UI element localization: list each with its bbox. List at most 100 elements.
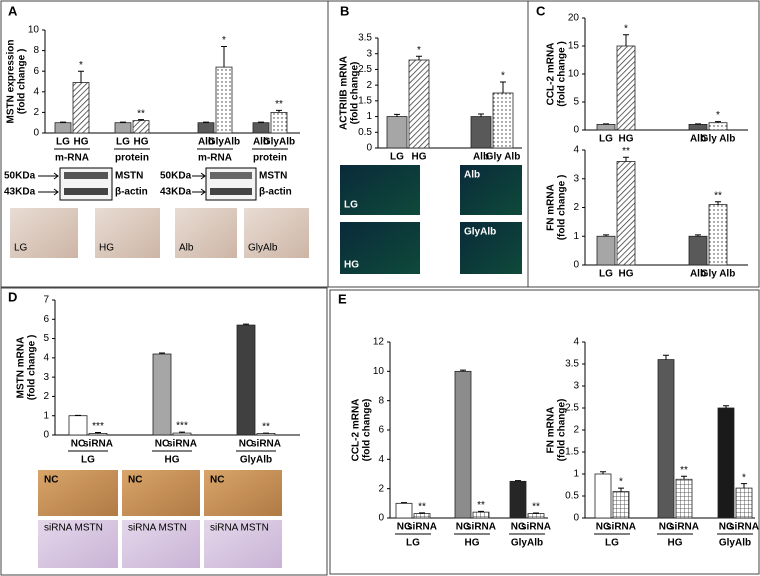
error-bar xyxy=(416,55,422,60)
error-bar xyxy=(258,121,264,123)
x-tick-label: LG xyxy=(390,152,404,163)
group-label: LG xyxy=(81,455,95,466)
group-label: LG xyxy=(605,538,619,549)
bar xyxy=(256,433,276,436)
y-tick-label: 12 xyxy=(373,337,385,348)
y-tick-label: 0 xyxy=(573,125,579,136)
error-bar xyxy=(600,471,606,474)
error-bar xyxy=(681,475,687,480)
panel-letter: B xyxy=(340,3,349,18)
blot-marker: 43KDa xyxy=(4,187,36,198)
error-bar xyxy=(120,121,126,123)
image-label: LG xyxy=(14,243,28,254)
x-tick-label: HG xyxy=(134,137,149,148)
group-label: protein xyxy=(115,153,149,164)
significance: * xyxy=(417,45,421,56)
bar xyxy=(616,161,636,266)
image-label: GlyAlb xyxy=(248,243,278,254)
bar xyxy=(657,359,675,519)
group-label: HG xyxy=(165,455,180,466)
significance: * xyxy=(624,23,628,34)
y-axis-label: CCL-2 mRNA xyxy=(546,43,557,106)
error-bar xyxy=(623,34,629,46)
error-bar xyxy=(715,121,721,123)
image-label: NC xyxy=(210,475,224,486)
error-bar xyxy=(243,323,249,326)
bar xyxy=(596,124,616,131)
x-tick-label: Alb xyxy=(473,152,489,163)
bar xyxy=(454,370,472,519)
x-tick-label: LG xyxy=(599,134,613,145)
y-axis-label: (fold change) xyxy=(362,399,373,462)
error-bar xyxy=(221,45,227,68)
y-tick-label: 2 xyxy=(378,483,384,494)
significance: * xyxy=(716,110,720,121)
image-label: NC xyxy=(128,475,142,486)
significance: * xyxy=(501,71,505,82)
bar xyxy=(172,432,192,436)
error-bar xyxy=(723,405,729,408)
significance: * xyxy=(79,60,83,71)
y-tick-label: 3.5 xyxy=(565,359,579,370)
y-axis-label: CCL-2 mRNA xyxy=(351,399,362,462)
y-tick-label: 0.5 xyxy=(565,491,579,502)
bar xyxy=(509,480,527,519)
y-tick-label: 3 xyxy=(573,381,579,392)
group-label: GlyAlb xyxy=(511,538,543,549)
y-tick-label: 2 xyxy=(573,202,579,213)
blot-protein: β-actin xyxy=(115,187,148,198)
bar xyxy=(197,122,215,134)
significance: * xyxy=(742,472,746,483)
y-tick-label: 1 xyxy=(366,111,372,122)
image-label: Alb xyxy=(179,243,194,254)
y-tick-label: 10 xyxy=(28,25,40,36)
y-axis-label: (fold change) xyxy=(350,62,361,125)
x-tick-label: LG xyxy=(56,137,70,148)
x-tick-label: Alb xyxy=(690,134,706,145)
significance: *** xyxy=(176,421,188,432)
y-tick-label: 2.5 xyxy=(565,403,579,414)
panel-letter: E xyxy=(338,291,347,306)
y-tick-label: 1 xyxy=(573,231,579,242)
group-label: m-RNA xyxy=(198,153,232,164)
bar xyxy=(114,122,132,134)
bar xyxy=(735,487,753,519)
x-tick-label: HG xyxy=(74,137,89,148)
bar xyxy=(688,235,708,266)
y-tick-label: 10 xyxy=(568,69,580,80)
significance: ** xyxy=(137,108,145,119)
error-bar xyxy=(603,123,609,125)
image-label: HG xyxy=(344,260,359,271)
error-bar xyxy=(695,234,701,237)
image-label: LG xyxy=(344,200,358,211)
x-tick-label: HG xyxy=(619,269,634,280)
error-bar xyxy=(715,201,721,205)
y-tick-label: 4 xyxy=(573,145,579,156)
blot-marker: 43KDa xyxy=(160,187,192,198)
y-tick-label: 0 xyxy=(43,430,49,441)
x-tick-label: NC xyxy=(659,522,673,533)
y-tick-label: 0 xyxy=(573,260,579,271)
y-axis-label: FN mRNA xyxy=(546,407,557,454)
error-bar xyxy=(60,121,66,123)
bar xyxy=(88,433,108,436)
x-tick-label: NC xyxy=(71,439,85,450)
x-tick-label: siRNA xyxy=(729,522,759,533)
significance: * xyxy=(619,477,623,488)
group-label: LG xyxy=(406,538,420,549)
significance: ** xyxy=(714,190,722,201)
error-bar xyxy=(394,113,400,117)
bar xyxy=(675,478,693,519)
error-bar xyxy=(603,234,609,237)
y-tick-label: 6 xyxy=(43,314,49,325)
x-tick-label: siRNA xyxy=(521,522,551,533)
x-tick-label: LG xyxy=(116,137,130,148)
group-label: protein xyxy=(253,153,287,164)
bar xyxy=(54,122,72,134)
blot-marker: 50KDa xyxy=(160,171,192,182)
bar xyxy=(594,473,612,519)
bar xyxy=(152,353,172,436)
bar xyxy=(408,59,430,149)
error-bar xyxy=(515,480,521,482)
